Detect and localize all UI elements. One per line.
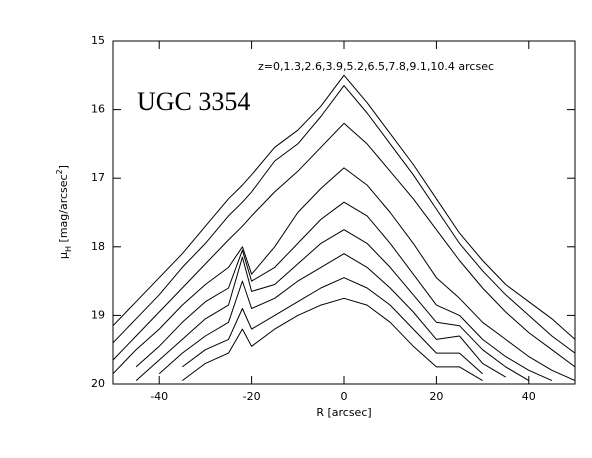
profile-line xyxy=(182,277,483,375)
y-tick-label: 20 xyxy=(91,377,105,390)
y-axis-label: μH [mag/arcsec2] xyxy=(55,165,73,259)
y-label-superscript: 2 xyxy=(55,169,64,174)
y-tick-label: 16 xyxy=(91,103,105,116)
y-label-text: [mag/arcsec xyxy=(57,174,70,246)
x-tick-label: -40 xyxy=(150,390,168,403)
profile-line xyxy=(182,297,483,382)
y-tick-label: 18 xyxy=(91,240,105,253)
x-axis-label: R [arcsec] xyxy=(316,406,371,419)
y-label-subscript: H xyxy=(64,246,73,252)
y-tick-label: 19 xyxy=(91,308,105,321)
x-tick-label: 40 xyxy=(522,390,536,403)
x-tick-label: -20 xyxy=(243,390,261,403)
z-label: z=0,1.3,2.6,3.9,5.2,6.5,7.8,9.1,10.4 arc… xyxy=(258,60,494,73)
profile-line xyxy=(113,74,575,340)
y-label-close: ] xyxy=(57,165,70,169)
profile-line xyxy=(135,201,553,382)
profile-line xyxy=(113,167,575,382)
profile-line xyxy=(135,229,530,382)
galaxy-label: UGC 3354 xyxy=(137,87,250,116)
y-tick-label: 15 xyxy=(91,34,105,47)
profile-line xyxy=(113,85,575,354)
profile-line xyxy=(113,122,575,368)
y-tick-label: 17 xyxy=(91,171,105,184)
x-tick-label: 20 xyxy=(429,390,443,403)
x-tick-label: 0 xyxy=(341,390,348,403)
curves xyxy=(113,74,575,382)
profile-line xyxy=(158,253,506,378)
y-label-symbol: μ xyxy=(57,252,70,259)
